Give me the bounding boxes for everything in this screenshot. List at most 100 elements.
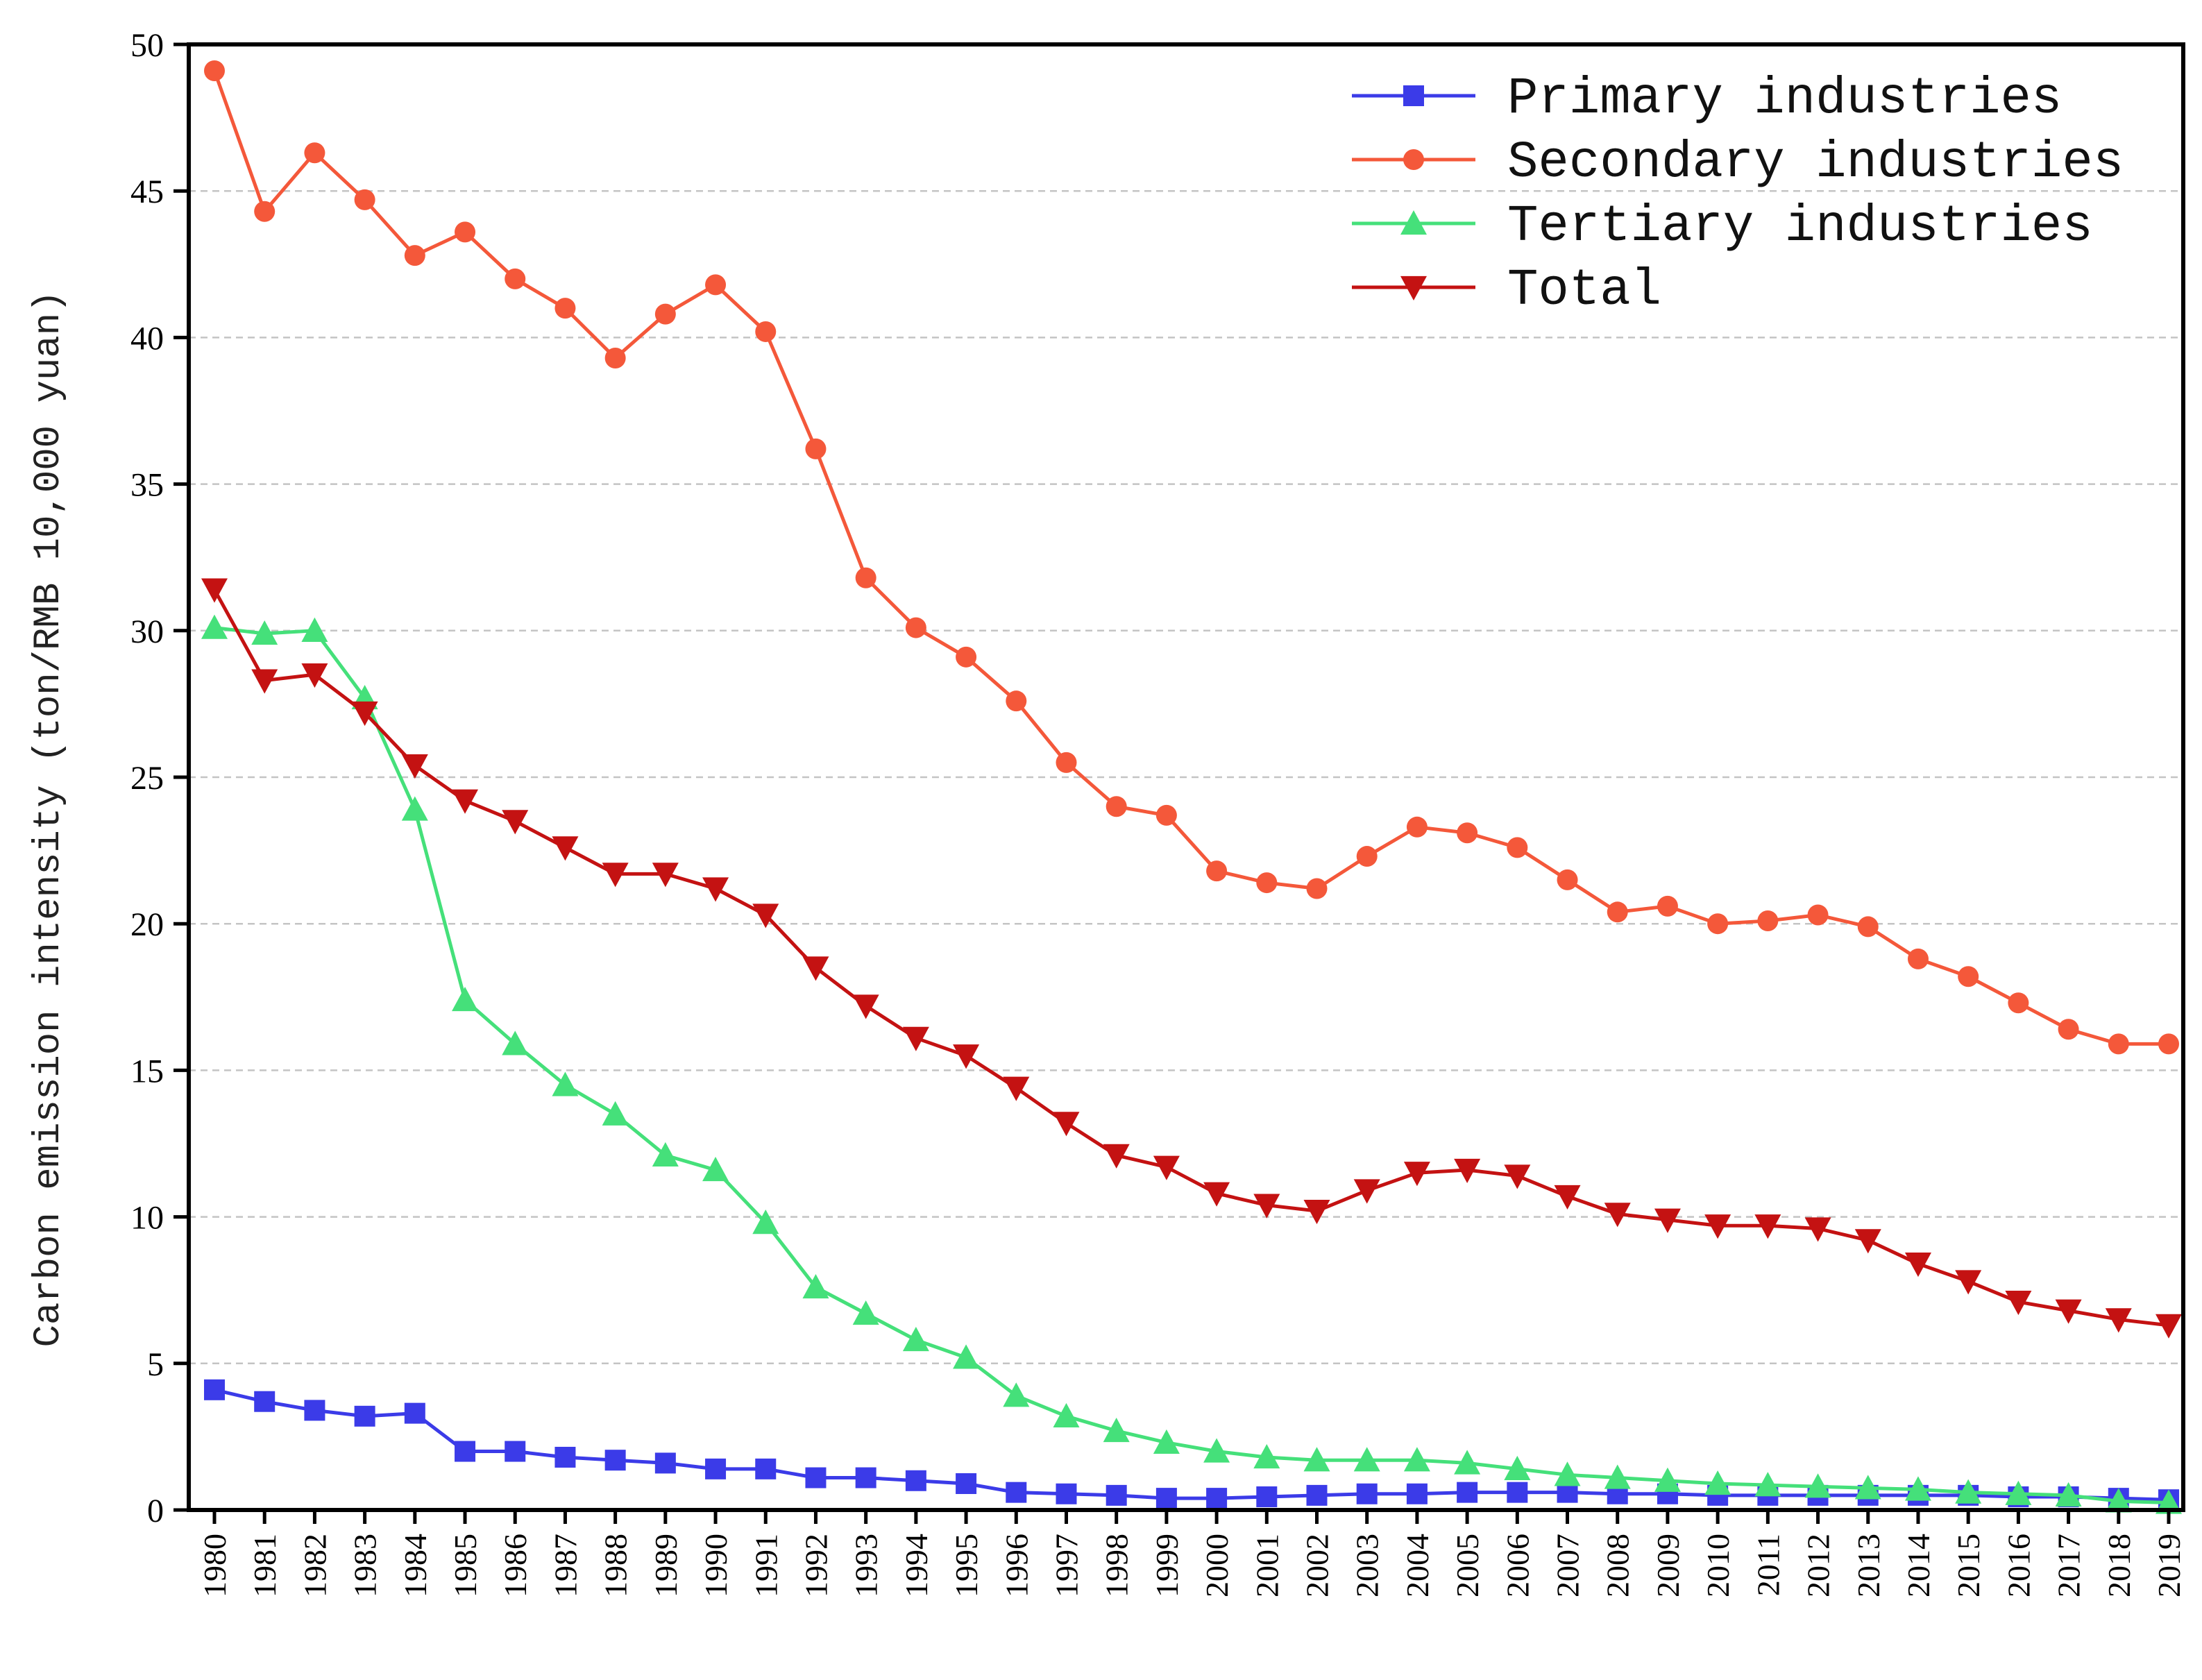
- x-tick-label-2010: 2010: [1700, 1534, 1736, 1597]
- y-tick-label-0: 0: [147, 1493, 164, 1529]
- y-tick-label-45: 45: [130, 173, 164, 210]
- legend-label-primary-industries: Primary industries: [1507, 70, 2062, 128]
- point-total-2010: [1704, 1214, 1731, 1239]
- point-tertiary-industries-1996: [1003, 1382, 1030, 1407]
- x-tick-label-1998: 1998: [1099, 1534, 1135, 1597]
- point-primary-industries-2005: [1457, 1482, 1478, 1503]
- y-tick-label-50: 50: [130, 27, 164, 64]
- point-primary-industries-1994: [905, 1470, 926, 1491]
- x-tick-label-1982: 1982: [297, 1534, 332, 1597]
- x-tick-label-2001: 2001: [1249, 1534, 1285, 1597]
- point-secondary-industries-1983: [354, 189, 375, 210]
- y-tick-label-15: 15: [130, 1053, 164, 1089]
- point-tertiary-industries-1981: [251, 620, 278, 645]
- point-secondary-industries-1984: [404, 245, 425, 266]
- x-tick-label-1985: 1985: [448, 1534, 483, 1597]
- point-secondary-industries-2018: [2108, 1033, 2129, 1055]
- point-tertiary-industries-2011: [1754, 1472, 1781, 1497]
- point-tertiary-industries-1991: [752, 1210, 779, 1234]
- point-tertiary-industries-1999: [1153, 1429, 1180, 1454]
- point-primary-industries-2003: [1356, 1483, 1378, 1504]
- point-secondary-industries-2005: [1457, 822, 1478, 844]
- point-total-1989: [652, 863, 679, 888]
- point-tertiary-industries-1987: [552, 1071, 579, 1096]
- legend-marker-total: [1400, 275, 1427, 300]
- x-tick-label-1995: 1995: [949, 1534, 984, 1597]
- point-primary-industries-1991: [755, 1458, 777, 1479]
- point-primary-industries-2006: [1507, 1482, 1528, 1503]
- point-tertiary-industries-1997: [1053, 1402, 1080, 1427]
- x-tick-label-2004: 2004: [1400, 1534, 1435, 1597]
- point-secondary-industries-1997: [1056, 752, 1077, 773]
- point-secondary-industries-2013: [1857, 916, 1879, 937]
- x-tick-label-1992: 1992: [798, 1534, 833, 1597]
- point-total-2015: [1955, 1270, 1982, 1295]
- point-total-2011: [1754, 1214, 1781, 1239]
- x-axis: 1980 1981 1982 1983 1984 1985 1986 1987 1988 1989…: [197, 1510, 2187, 1597]
- point-secondary-industries-2002: [1306, 878, 1328, 899]
- point-tertiary-industries-1995: [953, 1344, 980, 1369]
- point-secondary-industries-2016: [2008, 992, 2029, 1014]
- point-primary-industries-1985: [455, 1441, 476, 1462]
- point-tertiary-industries-2013: [1854, 1475, 1881, 1500]
- point-total-1991: [752, 903, 779, 928]
- point-tertiary-industries-2015: [1955, 1479, 1982, 1504]
- point-tertiary-industries-2003: [1353, 1447, 1380, 1472]
- point-total-2007: [1554, 1185, 1581, 1210]
- x-tick-label-1996: 1996: [999, 1534, 1034, 1597]
- point-total-2002: [1303, 1200, 1330, 1225]
- point-tertiary-industries-1982: [301, 617, 328, 642]
- point-total-1995: [953, 1044, 980, 1069]
- point-secondary-industries-2014: [1907, 948, 1929, 969]
- point-secondary-industries-1996: [1006, 690, 1027, 712]
- y-axis-title: Carbon emission intensity (ton/RMB 10,00…: [28, 290, 70, 1347]
- point-total-2001: [1253, 1194, 1280, 1219]
- point-total-2016: [2005, 1290, 2032, 1316]
- point-total-1997: [1053, 1112, 1080, 1137]
- point-total-1988: [602, 863, 629, 888]
- point-tertiary-industries-2007: [1554, 1461, 1581, 1486]
- point-secondary-industries-2008: [1607, 901, 1628, 923]
- x-tick-label-2018: 2018: [2101, 1534, 2137, 1597]
- x-tick-label-2000: 2000: [1199, 1534, 1235, 1597]
- point-secondary-industries-1980: [204, 60, 225, 82]
- x-tick-label-1994: 1994: [899, 1534, 934, 1597]
- point-tertiary-industries-1994: [902, 1327, 929, 1352]
- point-secondary-industries-1988: [604, 347, 626, 368]
- series-line-primary-industries: [214, 1388, 2169, 1502]
- point-total-1993: [852, 994, 879, 1019]
- x-tick-label-2011: 2011: [1750, 1534, 1786, 1596]
- point-secondary-industries-1995: [956, 646, 977, 668]
- point-total-1983: [351, 701, 378, 727]
- point-primary-industries-1986: [505, 1441, 526, 1462]
- point-total-2005: [1454, 1158, 1481, 1184]
- point-total-2003: [1353, 1179, 1380, 1204]
- point-secondary-industries-1998: [1106, 796, 1127, 817]
- point-primary-industries-1987: [554, 1446, 576, 1468]
- x-tick-label-2017: 2017: [2051, 1534, 2087, 1597]
- point-secondary-industries-1986: [505, 268, 526, 289]
- x-tick-label-2007: 2007: [1550, 1534, 1586, 1597]
- legend-label-total: Total: [1507, 262, 1661, 320]
- point-tertiary-industries-1985: [452, 987, 479, 1012]
- legend-item-total: Total: [1352, 262, 1661, 320]
- y-tick-label-30: 30: [130, 613, 164, 650]
- point-total-1984: [401, 754, 428, 779]
- point-primary-industries-1980: [204, 1379, 225, 1400]
- point-total-1998: [1103, 1144, 1130, 1169]
- point-total-2013: [1854, 1229, 1881, 1254]
- point-primary-industries-1999: [1155, 1488, 1177, 1509]
- x-tick-label-2002: 2002: [1300, 1534, 1335, 1597]
- point-tertiary-industries-1993: [852, 1300, 879, 1325]
- legend-marker-secondary-industries: [1403, 149, 1424, 170]
- point-secondary-industries-2006: [1507, 837, 1528, 858]
- point-primary-industries-1981: [254, 1391, 276, 1412]
- legend-item-primary-industries: Primary industries: [1352, 70, 2062, 128]
- point-total-1992: [802, 956, 829, 981]
- point-total-1986: [502, 810, 529, 835]
- point-primary-industries-2002: [1306, 1484, 1328, 1506]
- legend-marker-primary-industries: [1403, 85, 1424, 106]
- x-tick-label-1987: 1987: [548, 1534, 583, 1597]
- x-tick-label-1980: 1980: [197, 1534, 232, 1597]
- point-tertiary-industries-2002: [1303, 1447, 1330, 1472]
